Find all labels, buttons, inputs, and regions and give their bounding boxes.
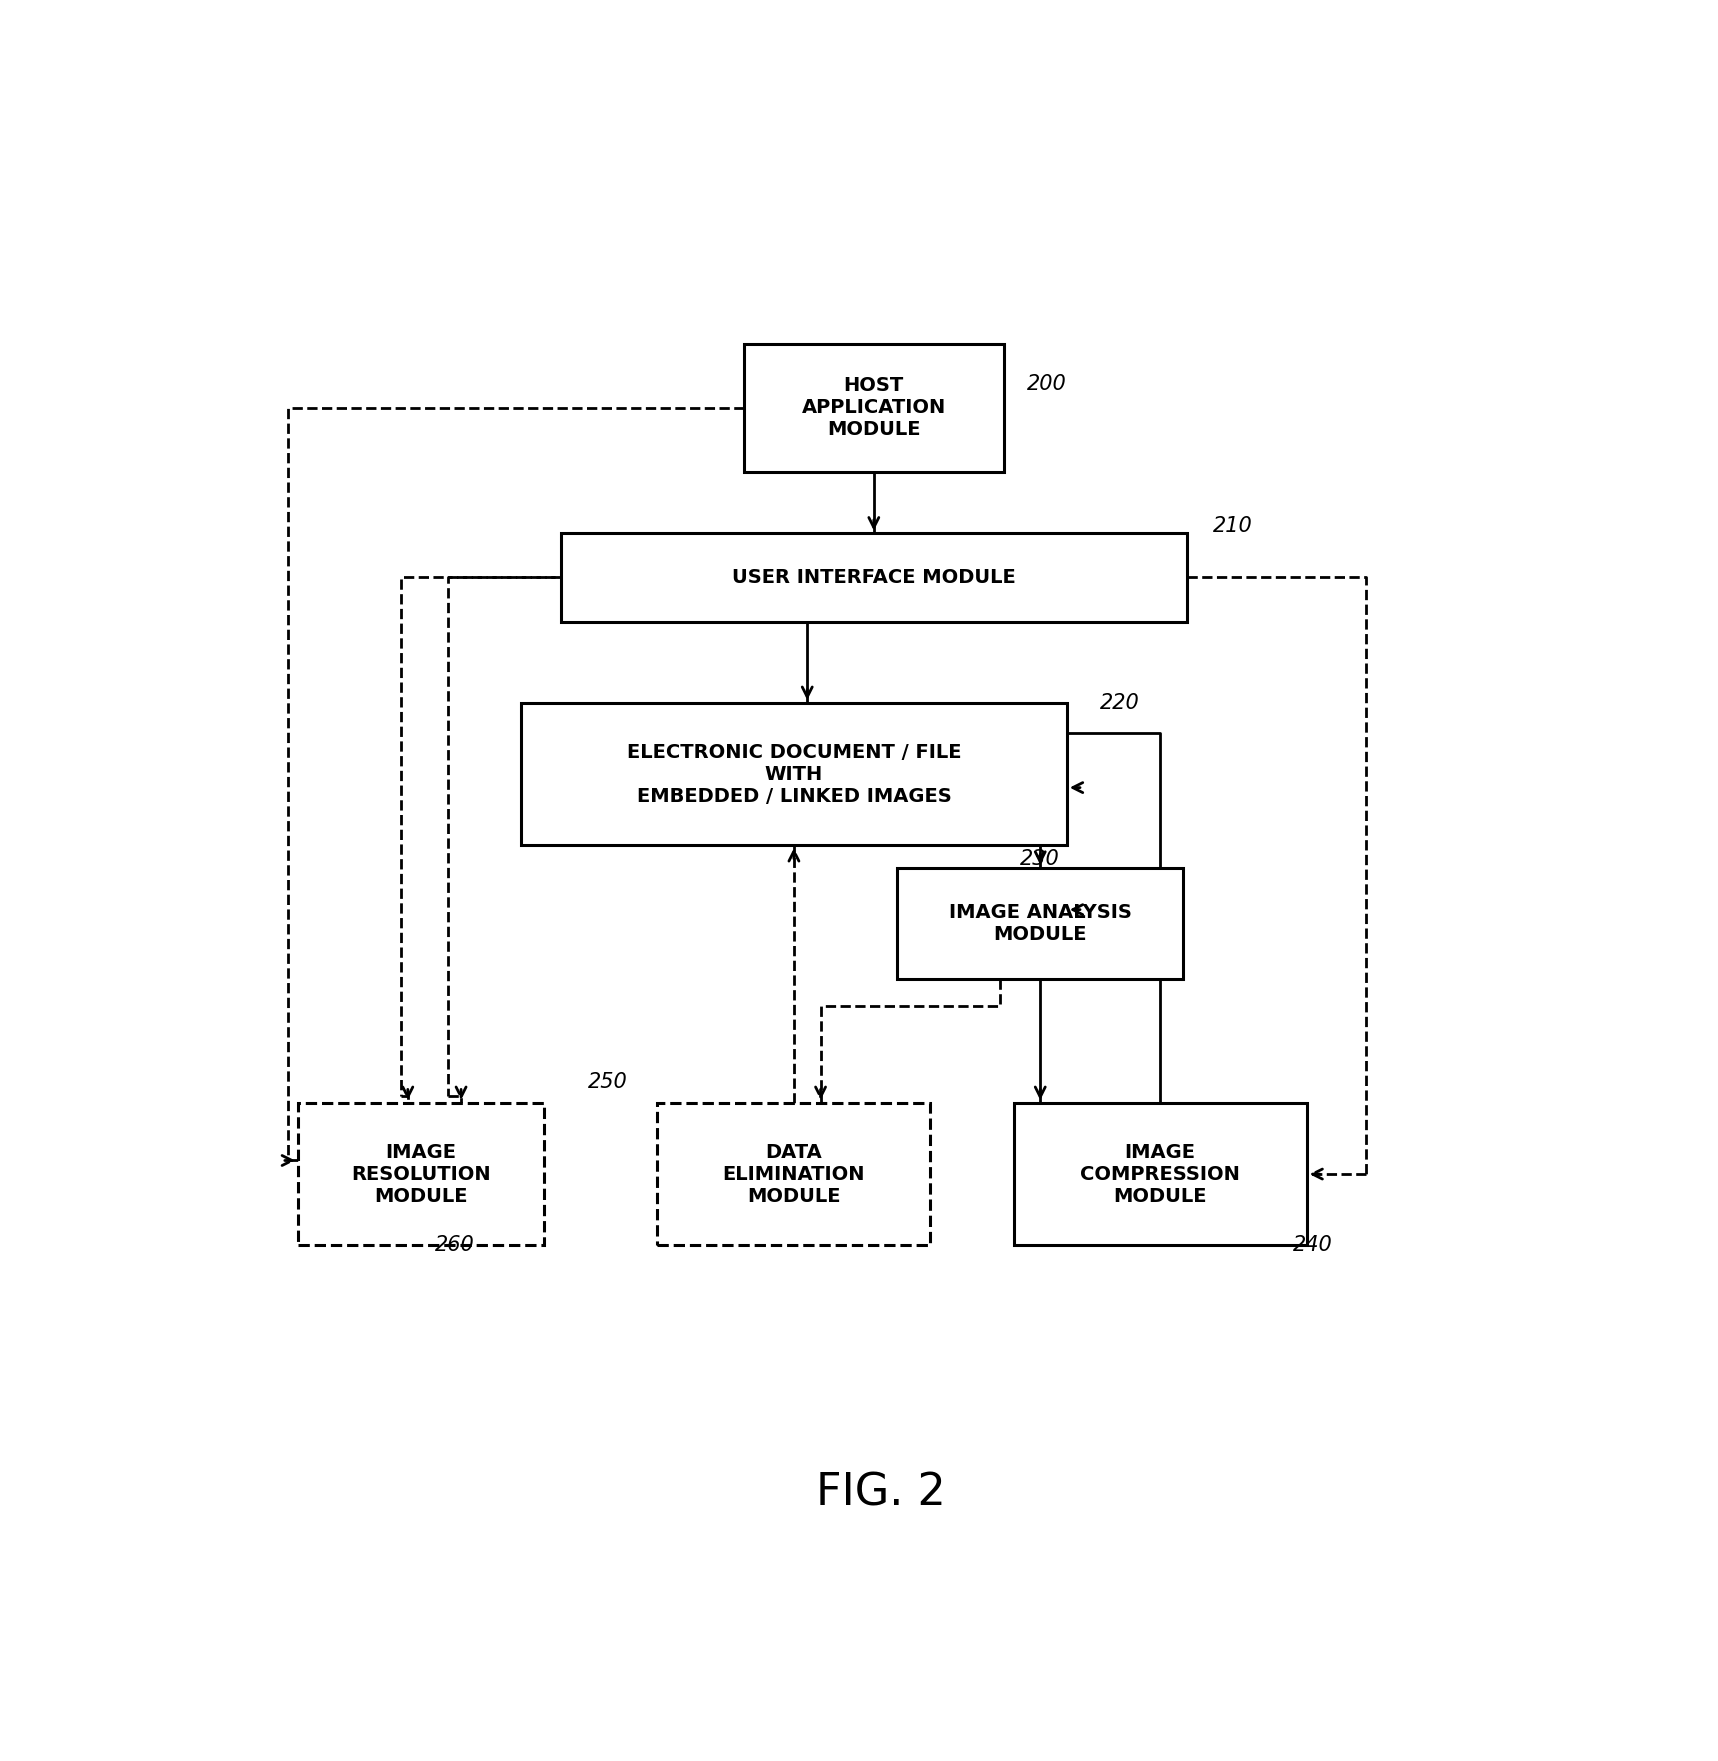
Text: FIG. 2: FIG. 2 <box>816 1470 945 1514</box>
Text: 200: 200 <box>1027 373 1067 394</box>
Bar <box>1014 1102 1306 1245</box>
Text: 260: 260 <box>435 1234 474 1256</box>
Text: IMAGE ANALYSIS
MODULE: IMAGE ANALYSIS MODULE <box>948 903 1132 944</box>
Bar <box>560 534 1187 622</box>
Text: IMAGE
RESOLUTION
MODULE: IMAGE RESOLUTION MODULE <box>350 1143 491 1206</box>
Text: HOST
APPLICATION
MODULE: HOST APPLICATION MODULE <box>802 377 947 440</box>
Bar <box>297 1102 545 1245</box>
Text: 220: 220 <box>1100 692 1141 713</box>
Text: ELECTRONIC DOCUMENT / FILE
WITH
EMBEDDED / LINKED IMAGES: ELECTRONIC DOCUMENT / FILE WITH EMBEDDED… <box>627 743 960 805</box>
Text: 230: 230 <box>1020 849 1060 868</box>
Text: 240: 240 <box>1294 1234 1333 1256</box>
Bar <box>897 868 1184 979</box>
Bar <box>521 703 1067 845</box>
Text: IMAGE
COMPRESSION
MODULE: IMAGE COMPRESSION MODULE <box>1081 1143 1240 1206</box>
Text: DATA
ELIMINATION
MODULE: DATA ELIMINATION MODULE <box>723 1143 866 1206</box>
Text: 210: 210 <box>1213 516 1252 537</box>
Bar <box>658 1102 931 1245</box>
Text: 250: 250 <box>588 1072 627 1092</box>
Bar <box>744 343 1003 472</box>
Text: USER INTERFACE MODULE: USER INTERFACE MODULE <box>732 569 1015 586</box>
